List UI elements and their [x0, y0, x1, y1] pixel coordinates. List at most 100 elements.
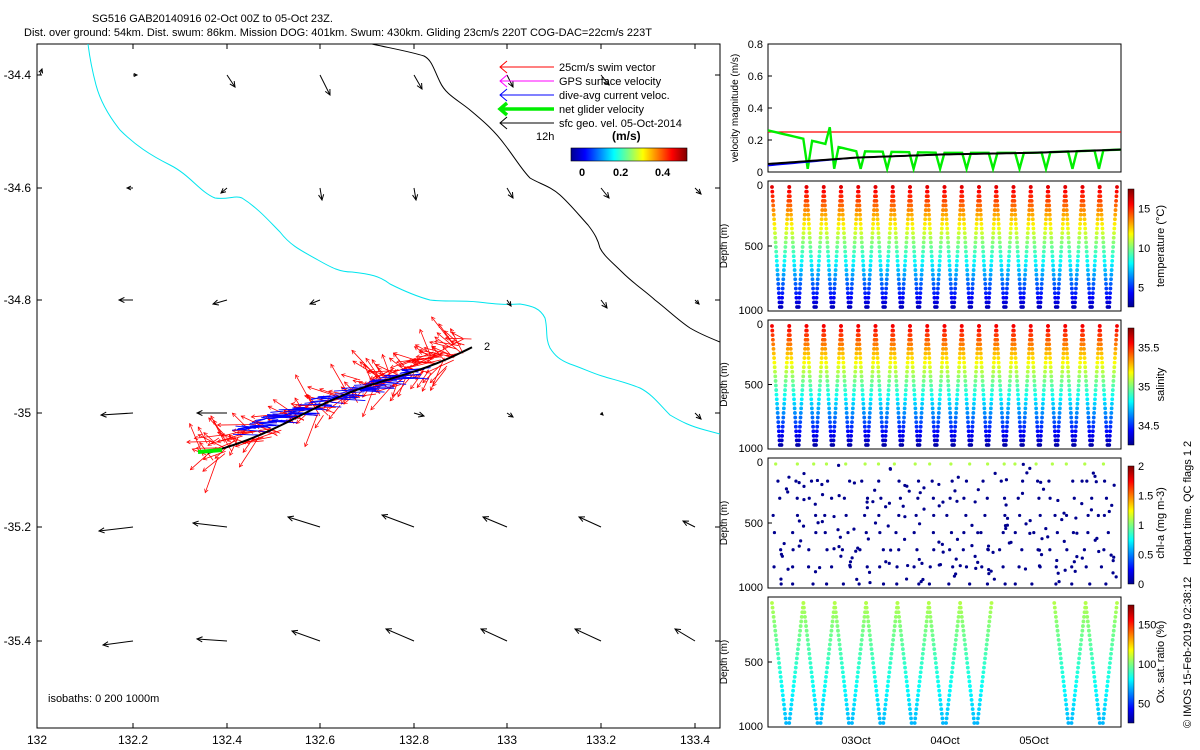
colorbar-tick-label: 1.5 [1138, 491, 1153, 503]
depth-tick-label: 0 [757, 319, 763, 331]
colorbar-tick-label: 10 [1138, 243, 1150, 255]
depth-tick-label: 500 [745, 518, 763, 530]
salinity-colorbar [1127, 327, 1135, 446]
time-tick-03oct: 03Oct [841, 735, 870, 747]
colorbar-tick-1: 0.2 [613, 167, 628, 179]
map-legend: 25cm/s swim vector GPS surface velocity di… [497, 60, 682, 130]
colorbar-tick-label: 0 [1138, 579, 1144, 591]
time-tick-05oct: 05Oct [1019, 735, 1048, 747]
map-x-tick-label: 132.2 [118, 733, 148, 747]
oxygen-colorbar [1127, 604, 1135, 724]
depth-tick-label: 500 [745, 380, 763, 392]
velocity-y-tick-label: 0.6 [748, 71, 763, 83]
chla-colorbar [1127, 465, 1135, 585]
colorbar-tick-label: 150 [1138, 620, 1156, 632]
temperature-colorbar-label: temperature (°C) [1155, 205, 1167, 287]
map-x-ticks: 132 132.2 132.4 132.6 132.8 133 133.2 133.4 [27, 44, 710, 747]
velocity-series-line [767, 148, 1122, 165]
chla-profile-points [771, 462, 1118, 586]
colorbar-tick-label: 100 [1138, 659, 1156, 671]
oxygen-colorbar-label: Ox. sat. ratio (%) [1155, 621, 1167, 704]
depth-tick-label: 1000 [739, 305, 763, 317]
chla-ylabel: Depth (m) [719, 501, 730, 545]
velocity-y-tick-label: 0.2 [748, 135, 763, 147]
colorbar-tick-label: 35.5 [1138, 343, 1159, 355]
legend-label: GPS surface velocity [559, 76, 662, 88]
velocity-y-tick-label: 0.8 [748, 39, 763, 51]
map-x-tick-label: 133 [497, 733, 517, 747]
salinity-profile-points [770, 324, 1119, 447]
temperature-colorbar [1127, 188, 1135, 308]
isobath-legend: isobaths: 0 200 1000m [48, 693, 159, 705]
legend-label: dive-avg current veloc. [559, 90, 670, 102]
oxygen-frame [767, 596, 1122, 728]
colorbar-tick-label: 5 [1138, 282, 1144, 294]
chla-frame [767, 457, 1122, 589]
map-y-tick-label: -35.2 [4, 520, 32, 534]
colorbar-tick-label: 34.5 [1138, 421, 1159, 433]
temperature-profile-points [770, 185, 1119, 309]
colorbar-tick-label: 0.5 [1138, 550, 1153, 562]
map-y-tick-label: -35 [14, 406, 32, 420]
colorbar-tick-0: 0 [579, 167, 585, 179]
isobath-200m [87, 44, 720, 435]
map-y-tick-label: -34.4 [4, 68, 32, 82]
colorbar-tick-label: 50 [1138, 698, 1150, 710]
oxygen-ylabel: Depth (m) [719, 640, 730, 684]
isobath-1000m [371, 44, 720, 343]
oxygen-profile-points [770, 601, 1119, 725]
depth-tick-label: 1000 [739, 721, 763, 733]
interval-label: 12h [536, 131, 554, 143]
net-glider-velocity-segment [197, 448, 223, 454]
map-x-tick-label: 132.6 [305, 733, 335, 747]
depth-tick-label: 1000 [739, 582, 763, 594]
legend-label: sfc geo. vel. 05-Oct-2014 [559, 118, 682, 130]
speed-colorbar [570, 147, 688, 162]
velocity-y-ticks: 0 0.2 0.4 0.6 0.8 [748, 39, 772, 179]
velocity-ylabel: velocity magnitude (m/s) [730, 54, 741, 162]
colorbar-tick-label: 15 [1138, 204, 1150, 216]
dive-avg-current-vectors [231, 367, 431, 436]
depth-tick-label: 1000 [739, 443, 763, 455]
depth-tick-label: 0 [757, 180, 763, 192]
chart-subtitle: Dist. over ground: 54km. Dist. swum: 86k… [24, 27, 652, 39]
track-endpoint-label: 2 [484, 341, 490, 353]
chla-colorbar-label: chl-a (mg m-3) [1155, 487, 1167, 559]
map-y-tick-label: -34.6 [4, 181, 32, 195]
colorbar-tick-label: 2 [1138, 461, 1144, 473]
map-y-ticks: -34.4 -34.6 -34.8 -35 -35.2 -35.4 [4, 68, 720, 648]
depth-tick-label: 500 [745, 657, 763, 669]
colorbar-tick-label: 35 [1138, 382, 1150, 394]
velocity-panel: 0 0.2 0.4 0.6 0.8 velocity magnitude (m/s) [730, 39, 1122, 179]
depth-tick-label: 500 [745, 241, 763, 253]
map-frame [36, 43, 721, 729]
map-x-tick-label: 132 [27, 733, 47, 747]
salinity-ylabel: Depth (m) [719, 362, 730, 406]
time-tick-04oct: 04Oct [930, 735, 959, 747]
map-x-tick-label: 132.8 [399, 733, 429, 747]
hobart-qc-label: Hobart time. QC flags 1 2 [1182, 441, 1194, 565]
legend-label: 25cm/s swim vector [559, 62, 656, 74]
temperature-panel: 0 500 1000 Depth (m) 5 10 15 temperature (°C) [719, 180, 1167, 317]
map-y-tick-label: -34.8 [4, 293, 32, 307]
colorbar-tick-2: 0.4 [655, 167, 671, 179]
copyright-label: © IMOS 15-Feb-2019 02:38:12 [1182, 577, 1194, 728]
salinity-panel: 0 500 1000 Depth (m) 34.5 35 35.5 salinity [719, 319, 1167, 455]
velocity-y-tick-label: 0 [757, 167, 763, 179]
colorbar-tick-label: 1 [1138, 520, 1144, 532]
chart-title: SG516 GAB20140916 02-Oct 00Z to 05-Oct 2… [92, 13, 333, 25]
map-y-tick-label: -35.4 [4, 634, 32, 648]
sfc-geo-velocity-arrows [38, 67, 702, 648]
salinity-colorbar-label: salinity [1155, 367, 1167, 401]
legend-label: net glider velocity [559, 104, 644, 116]
depth-tick-label: 0 [757, 457, 763, 469]
colorbar-unit: (m/s) [612, 129, 641, 143]
velocity-series [767, 126, 1122, 174]
map-x-tick-label: 133.2 [586, 733, 616, 747]
velocity-y-tick-label: 0.4 [748, 103, 763, 115]
map-axes: 132 132.2 132.4 132.6 132.8 133 133.2 133.4 -34… [4, 43, 721, 747]
map-x-tick-label: 133.4 [680, 733, 710, 747]
temperature-ylabel: Depth (m) [719, 224, 730, 268]
swim-vectors [186, 316, 472, 494]
